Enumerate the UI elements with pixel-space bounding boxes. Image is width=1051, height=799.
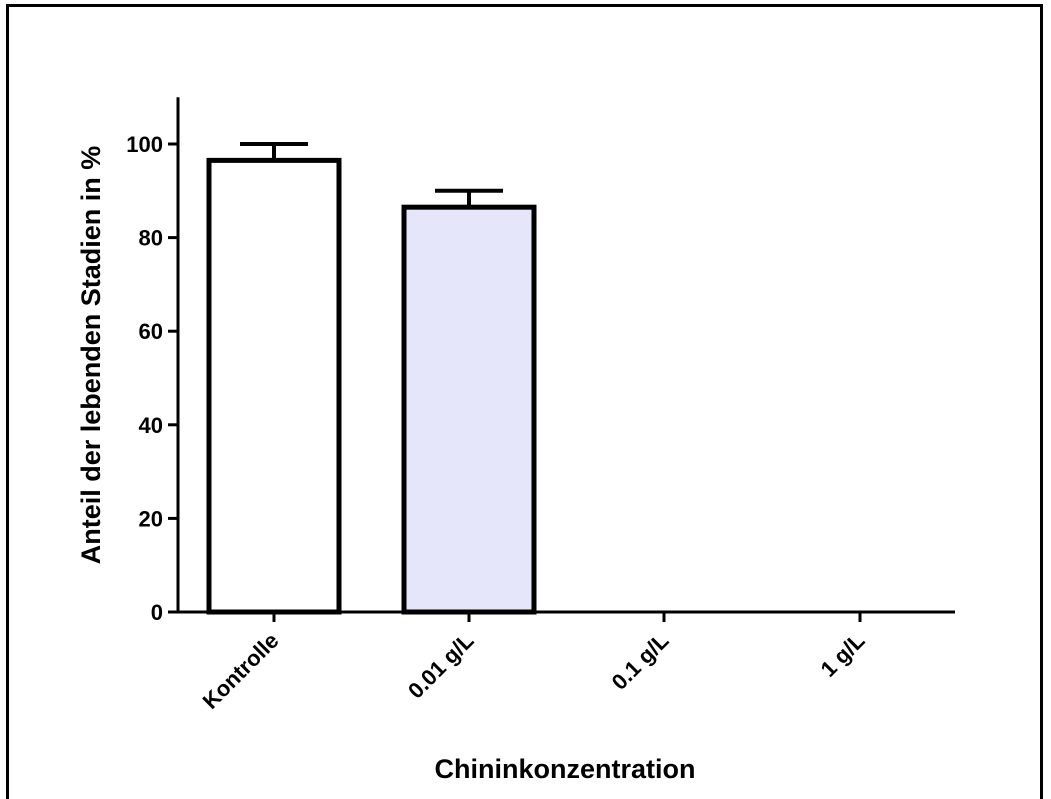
y-tick-label-60: 60 — [139, 319, 163, 344]
y-axis-title: Anteil der lebenden Stadien in % — [76, 146, 106, 565]
x-axis-title: Chininkonzentration — [435, 754, 696, 784]
bars-layer — [206, 142, 537, 615]
y-tick-label-20: 20 — [139, 506, 163, 531]
x-tick-label-1: 0.01 g/L — [403, 628, 479, 704]
y-tick-label-100: 100 — [126, 132, 163, 157]
y-tick-label-80: 80 — [139, 226, 163, 251]
y-tick-label-0: 0 — [151, 600, 163, 625]
x-tick-label-0: Kontrolle — [198, 628, 284, 714]
y-tick-label-40: 40 — [139, 413, 163, 438]
bar-0 — [206, 157, 342, 615]
bar-1 — [401, 204, 537, 615]
x-tick-label-3: 1 g/L — [816, 628, 870, 682]
x-tick-label-2: 0.1 g/L — [607, 628, 674, 695]
